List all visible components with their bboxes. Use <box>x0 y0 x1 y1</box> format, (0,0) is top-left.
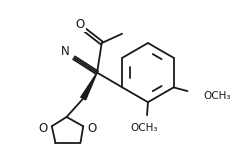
Text: OCH₃: OCH₃ <box>202 91 230 101</box>
Text: OCH₃: OCH₃ <box>130 123 157 133</box>
Text: O: O <box>88 122 97 135</box>
Text: N: N <box>61 45 70 58</box>
Text: O: O <box>75 18 84 31</box>
Text: O: O <box>38 122 47 135</box>
Polygon shape <box>80 73 97 100</box>
